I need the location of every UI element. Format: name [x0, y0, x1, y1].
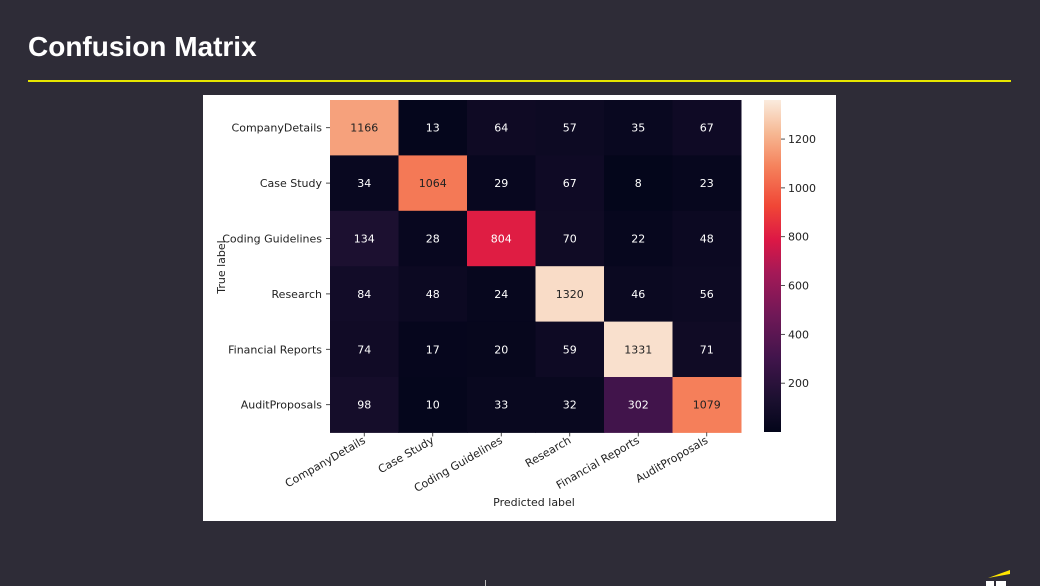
heatmap-cell: [604, 266, 673, 323]
slide-title: Confusion Matrix: [28, 31, 257, 62]
heatmap-cell: [672, 100, 742, 156]
heatmap-cell: [398, 100, 468, 156]
cell-value-label: 67: [563, 177, 577, 190]
title-underline: [28, 80, 1011, 82]
heatmap-cell: [467, 377, 536, 433]
heatmap-cell: [672, 321, 742, 378]
cell-value-label: 8: [635, 177, 642, 190]
bottom-divider-mark: [485, 580, 486, 586]
heatmap-cell: [398, 377, 468, 433]
heatmap-cell: [535, 266, 605, 323]
y-tick-label: AuditProposals: [241, 399, 323, 412]
y-tick-label: Research: [272, 288, 322, 301]
x-tick-label: Case Study: [376, 434, 437, 477]
x-tick-label: Research: [523, 434, 573, 471]
cell-value-label: 33: [494, 399, 508, 412]
colorbar-tick-label: 800: [788, 231, 809, 244]
colorbar-tick-label: 400: [788, 328, 809, 341]
cell-value-label: 17: [426, 343, 440, 356]
cell-value-label: 59: [563, 343, 577, 356]
cell-value-label: 29: [494, 177, 508, 190]
heatmap-cell: [535, 377, 605, 433]
cell-value-label: 67: [700, 122, 714, 135]
cell-value-label: 20: [494, 343, 508, 356]
cell-value-label: 13: [426, 122, 440, 135]
heatmap-cell: [672, 210, 742, 267]
cell-value-label: 134: [354, 233, 375, 246]
heatmap-cell: [467, 155, 536, 212]
y-tick-label: Financial Reports: [228, 343, 322, 356]
heatmap-cell: [330, 377, 399, 433]
cell-value-label: 28: [426, 233, 440, 246]
cell-value-label: 1166: [350, 122, 378, 135]
cell-value-label: 48: [700, 233, 714, 246]
cell-value-label: 1079: [693, 399, 721, 412]
y-tick-label: Case Study: [260, 177, 323, 190]
heatmap-cell: [467, 266, 536, 323]
colorbar-tick-label: 200: [788, 377, 809, 390]
heatmap-cell: [467, 321, 536, 378]
heatmap-cell: [604, 210, 673, 267]
y-tick-label: Coding Guidelines: [222, 233, 322, 246]
cell-value-label: 84: [357, 288, 371, 301]
cell-value-label: 1320: [556, 288, 584, 301]
colorbar-tick-label: 600: [788, 280, 809, 293]
heatmap-cell: [467, 100, 536, 156]
cell-value-label: 22: [631, 233, 645, 246]
cell-value-label: 24: [494, 288, 508, 301]
heatmap-cell: [467, 210, 536, 267]
cell-value-label: 57: [563, 122, 577, 135]
heatmap-cell: [604, 155, 673, 212]
heatmap-cell: [604, 100, 673, 156]
confusion-matrix-chart: 1166 13 64 57 35 67 34 1064 29 67 8 23 134 28 804 70 22 4…: [203, 95, 836, 521]
heatmap-cell: [330, 321, 399, 378]
heatmap-cell: [604, 377, 673, 433]
cell-value-label: 46: [631, 288, 645, 301]
x-axis-label: Predicted label: [493, 496, 575, 509]
cell-value-label: 70: [563, 233, 577, 246]
brand-logo-icon: [986, 570, 1010, 586]
x-tick-label: CompanyDetails: [283, 434, 368, 491]
heatmap-cell: [672, 266, 742, 323]
heatmap-cell: [330, 266, 399, 323]
heatmap-cell: [535, 155, 605, 212]
heatmap-cell: [398, 210, 468, 267]
cell-value-label: 48: [426, 288, 440, 301]
heatmap-cell: [535, 321, 605, 378]
heatmap-cell: [398, 155, 468, 212]
heatmap-cell: [535, 210, 605, 267]
cell-value-label: 23: [700, 177, 714, 190]
cell-value-label: 1064: [419, 177, 447, 190]
cell-value-label: 64: [494, 122, 508, 135]
heatmap-cell: [330, 100, 399, 156]
x-tick-label: AuditProposals: [633, 434, 710, 486]
cell-value-label: 32: [563, 399, 577, 412]
cell-value-label: 302: [628, 399, 649, 412]
heatmap-cell: [398, 321, 468, 378]
cell-value-label: 1331: [624, 343, 652, 356]
confusion-matrix-svg: 1166 13 64 57 35 67 34 1064 29 67 8 23 134 28 804 70 22 4…: [215, 100, 816, 509]
cell-value-label: 56: [700, 288, 714, 301]
cell-value-label: 98: [357, 399, 371, 412]
colorbar-tick-label: 1200: [788, 133, 816, 146]
colorbar-tick-label: 1000: [788, 182, 816, 195]
heatmap-cell: [672, 155, 742, 212]
heatmap-cell: [330, 210, 399, 267]
cell-value-label: 804: [491, 233, 512, 246]
heatmap-cell: [604, 321, 673, 378]
y-axis-label: True label: [215, 240, 228, 294]
y-tick-label: CompanyDetails: [232, 122, 323, 135]
cell-value-label: 71: [700, 343, 714, 356]
heatmap-cell: [398, 266, 468, 323]
cell-value-label: 74: [357, 343, 371, 356]
heatmap-cell: [672, 377, 742, 433]
cell-value-label: 35: [631, 122, 645, 135]
cell-value-label: 34: [357, 177, 371, 190]
cell-value-label: 10: [426, 399, 440, 412]
colorbar: [764, 100, 781, 432]
heatmap-cell: [535, 100, 605, 156]
heatmap-cell: [330, 155, 399, 212]
